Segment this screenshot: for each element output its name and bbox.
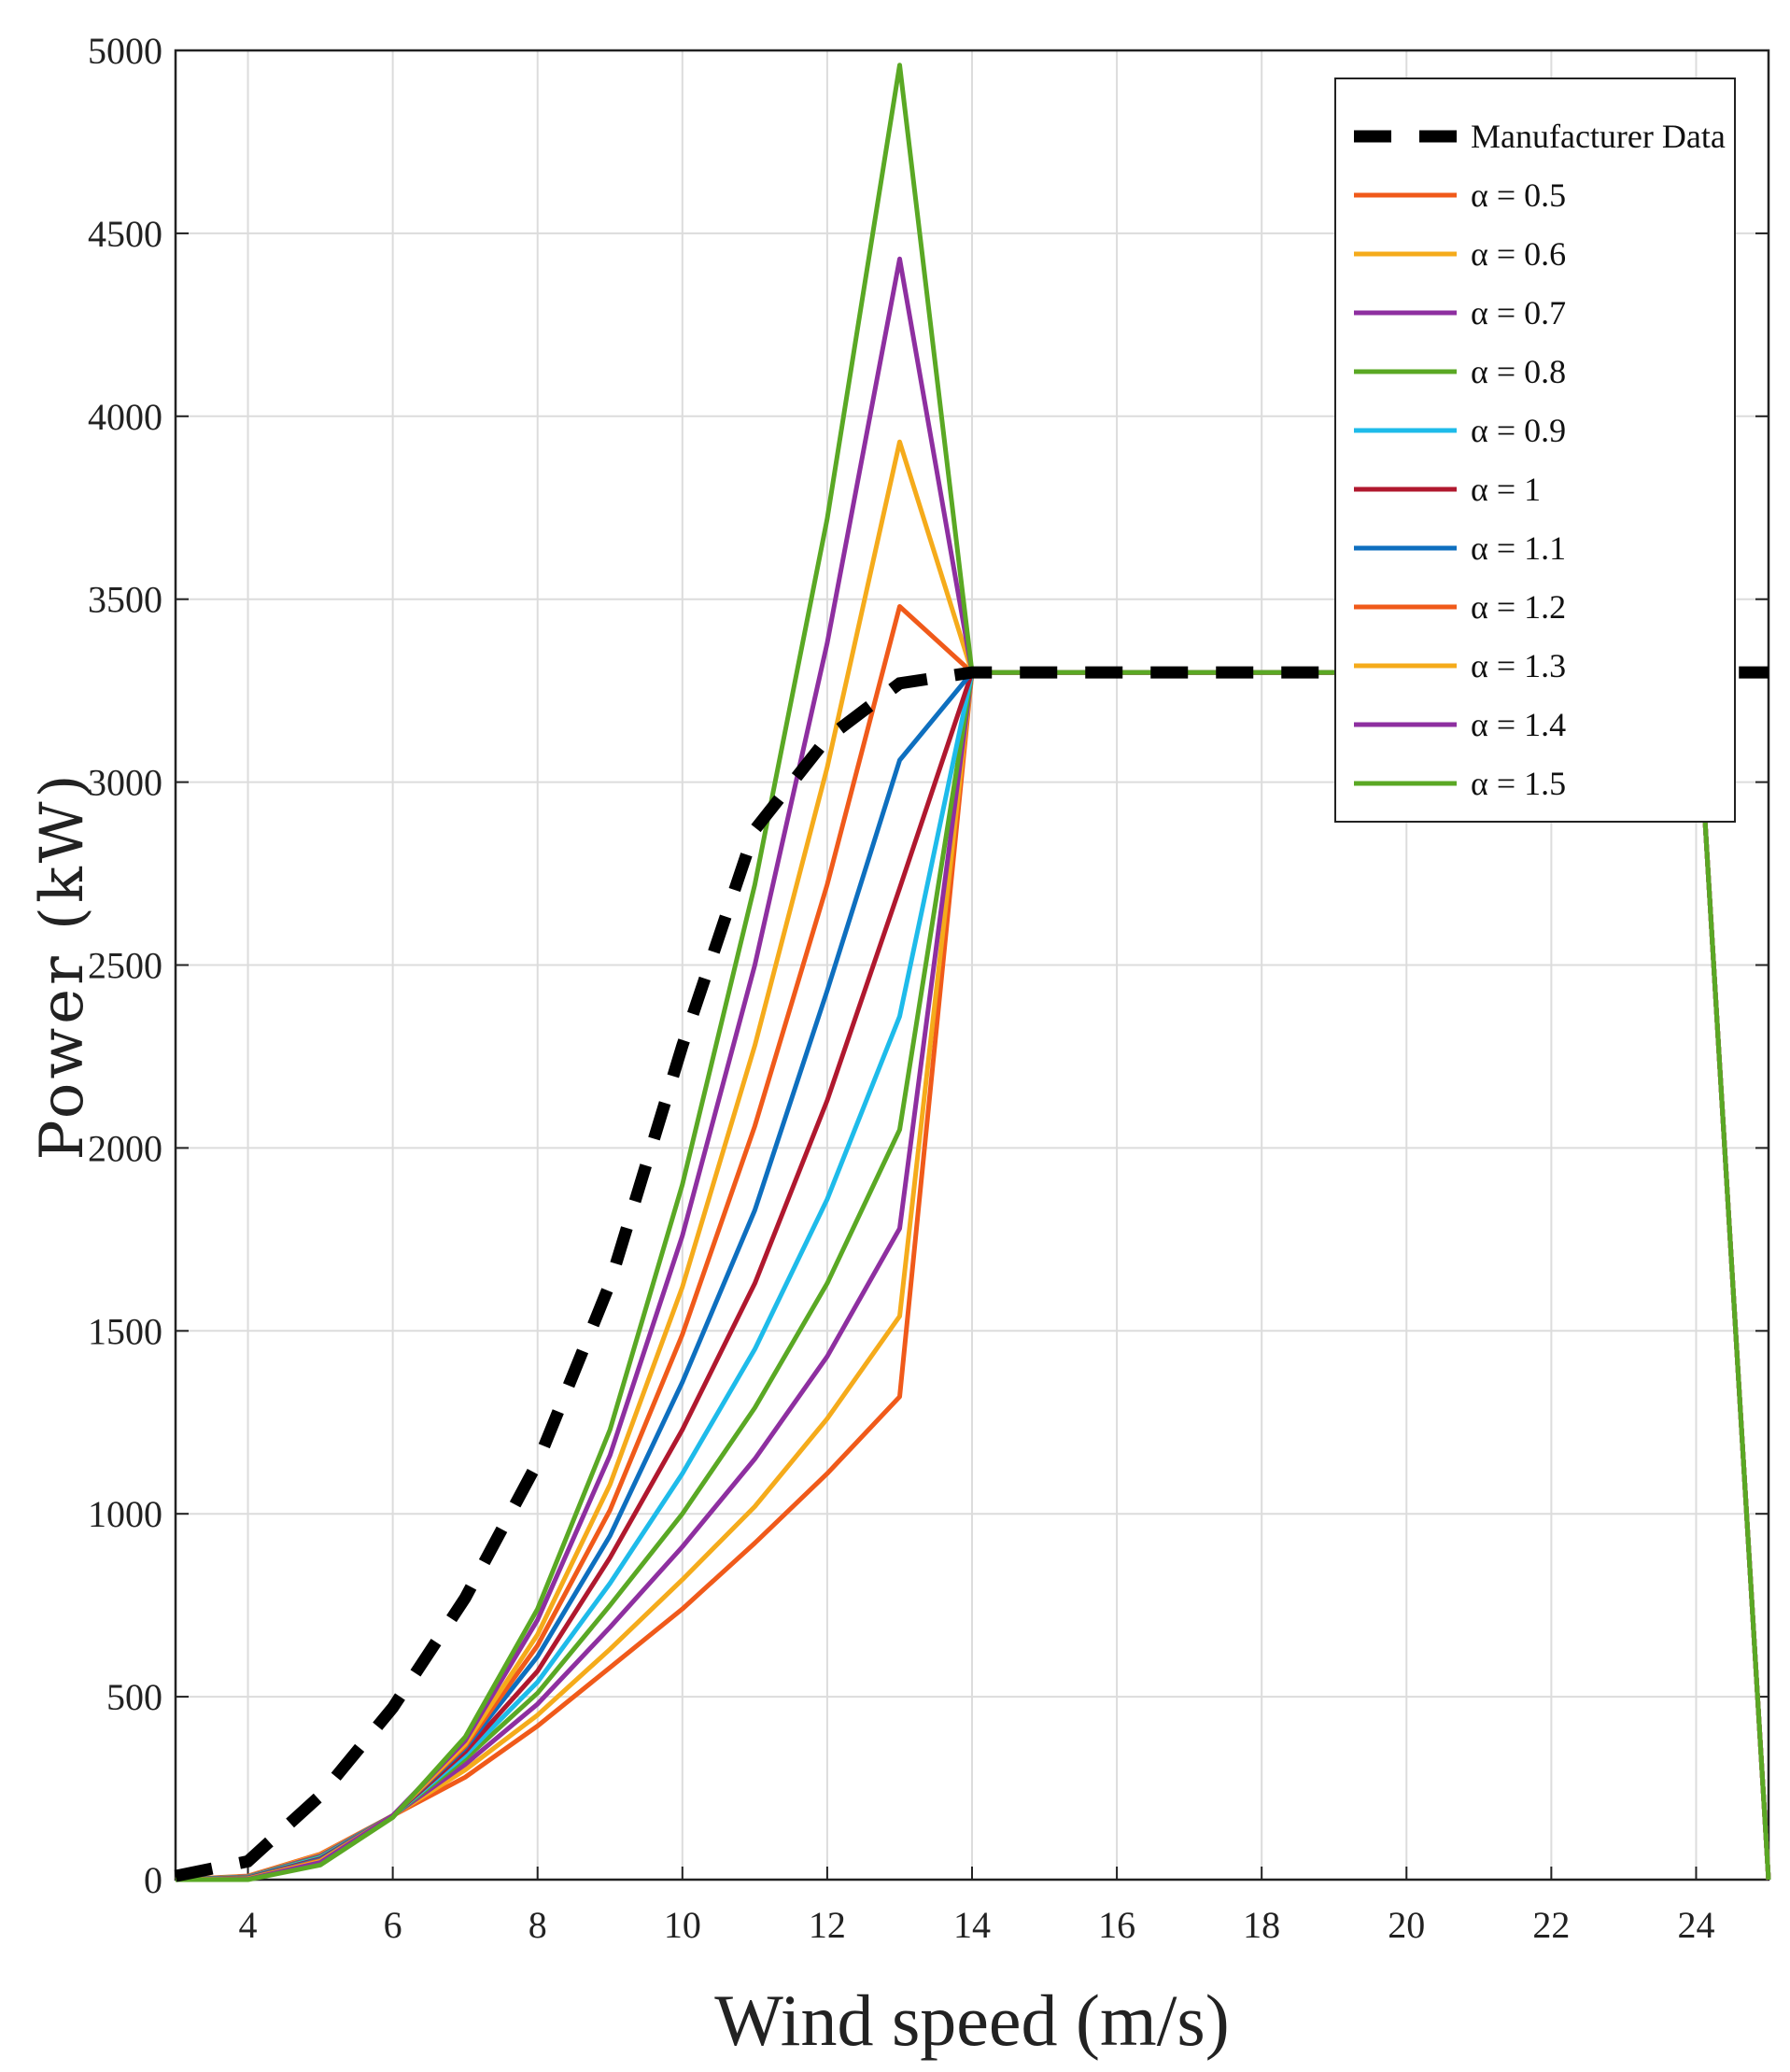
x-tick-label: 12: [809, 1904, 846, 1946]
y-tick-label: 0: [144, 1859, 162, 1901]
x-tick-label: 22: [1532, 1904, 1570, 1946]
x-axis-title: Wind speed (m/s): [714, 1980, 1229, 2061]
y-tick-label: 4000: [88, 396, 162, 438]
y-tick-label: 1500: [88, 1310, 162, 1352]
x-tick-label: 10: [664, 1904, 701, 1946]
x-tick-label: 14: [953, 1904, 991, 1946]
y-tick-label: 5000: [88, 30, 162, 72]
y-tick-label: 500: [106, 1676, 162, 1718]
y-tick-label: 2000: [88, 1127, 162, 1169]
legend-box: [1334, 78, 1736, 823]
legend-label: α = 0.9: [1471, 412, 1566, 449]
legend-label: α = 1.3: [1471, 647, 1566, 684]
x-tick-label: 24: [1677, 1904, 1714, 1946]
x-tick-label: 20: [1388, 1904, 1425, 1946]
legend-label: α = 0.6: [1471, 235, 1566, 273]
legend: Manufacturer Data α = 0.5 α = 0.6 α = 0.7 α …: [1334, 78, 1736, 823]
y-tick-label: 1000: [88, 1493, 162, 1535]
x-tick-label: 8: [529, 1904, 547, 1946]
legend-label: α = 1.2: [1471, 588, 1566, 626]
legend-label: α = 0.5: [1471, 176, 1566, 214]
y-tick-label: 2500: [88, 945, 162, 987]
legend-label: α = 1.4: [1471, 706, 1566, 743]
y-tick-label: 4500: [88, 213, 162, 255]
legend-label: α = 0.7: [1471, 294, 1566, 331]
x-tick-label: 6: [384, 1904, 402, 1946]
x-tick-label: 4: [239, 1904, 258, 1946]
legend-label: α = 1.1: [1471, 529, 1566, 567]
x-tick-label: 18: [1243, 1904, 1280, 1946]
legend-label: Manufacturer Data: [1471, 118, 1726, 155]
y-tick-label: 3500: [88, 579, 162, 621]
axis-ticks: 4 6 8 10 12 14 16 18 20 22 24 0 500 1000 1500 2000 2500 3…: [88, 30, 1769, 1946]
legend-label: α = 1.5: [1471, 765, 1566, 802]
legend-label: α = 1: [1471, 471, 1541, 508]
y-tick-label: 3000: [88, 762, 162, 804]
x-tick-label: 16: [1098, 1904, 1135, 1946]
legend-label: α = 0.8: [1471, 353, 1566, 390]
y-axis-title: Power (kW): [28, 770, 97, 1160]
